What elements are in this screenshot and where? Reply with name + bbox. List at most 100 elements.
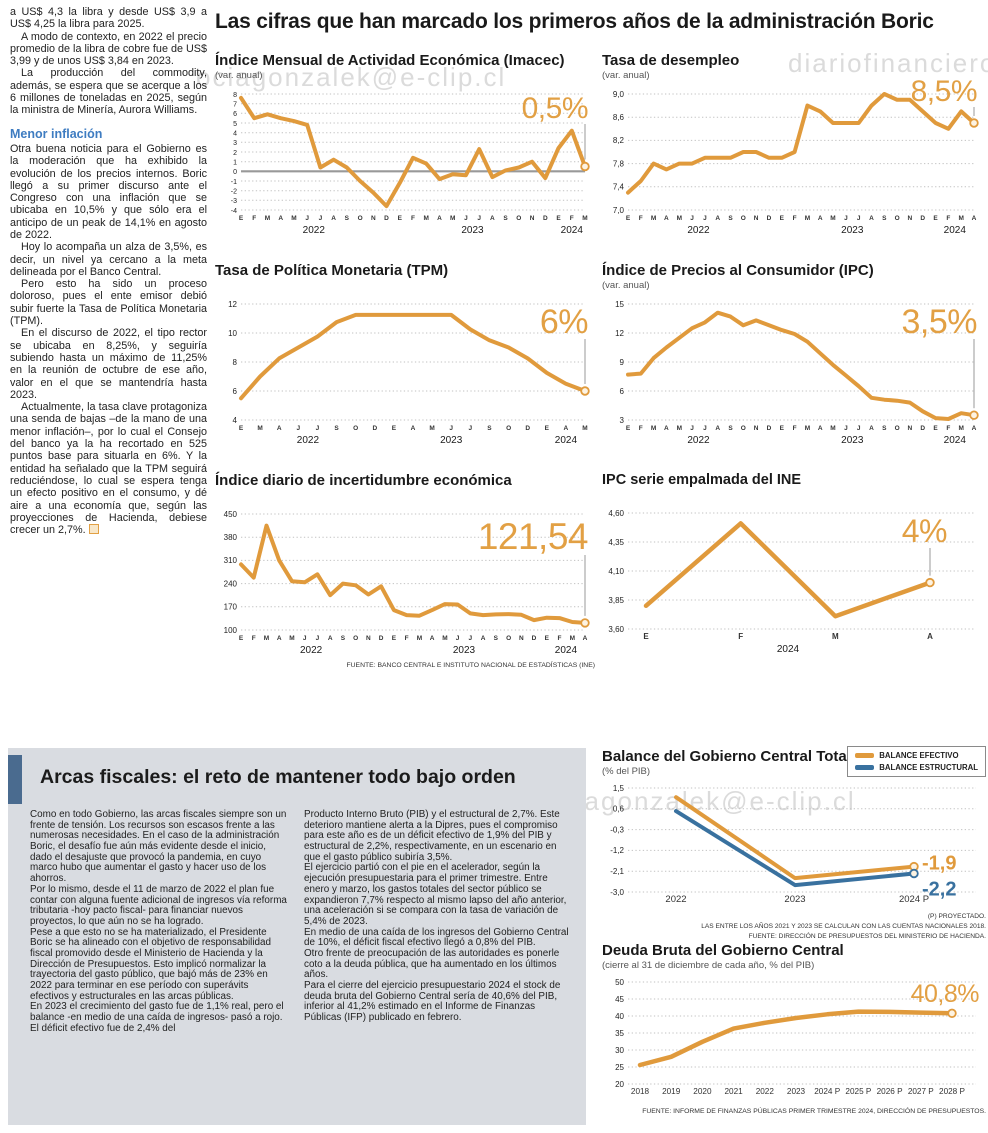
svg-text:E: E <box>933 215 938 222</box>
svg-text:O: O <box>741 215 746 222</box>
svg-text:F: F <box>252 635 256 642</box>
svg-text:O: O <box>516 215 521 222</box>
svg-text:A: A <box>715 425 720 432</box>
svg-text:-1,9: -1,9 <box>922 853 956 875</box>
svg-text:M: M <box>651 425 656 432</box>
svg-text:0,5%: 0,5% <box>522 92 588 125</box>
svg-text:0,6: 0,6 <box>613 805 625 814</box>
desempleo-plot: 9,0 8,6 8,2 7,8 7,4 7,0 E F M A M J J A S O N D E F M A M J J A S O… <box>602 75 984 238</box>
fiscal-paragraph: Pese a que esto no se ha materializado, … <box>30 926 272 1002</box>
svg-text:J: J <box>477 215 481 222</box>
article-paragraph: Hoy lo acompaña un alza de 3,5%, es deci… <box>10 241 207 278</box>
svg-text:A: A <box>818 215 823 222</box>
svg-text:S: S <box>882 425 887 432</box>
article-paragraph: La producción del commodity, además, se … <box>10 67 207 117</box>
svg-text:E: E <box>933 425 938 432</box>
svg-text:A: A <box>972 425 977 432</box>
svg-text:O: O <box>353 425 358 432</box>
svg-text:7,4: 7,4 <box>613 183 625 192</box>
svg-text:A: A <box>277 635 282 642</box>
svg-text:15: 15 <box>615 300 624 309</box>
svg-text:2024: 2024 <box>561 225 584 236</box>
chart-title: Balance del Gobierno Central Total <box>602 748 851 765</box>
svg-text:6: 6 <box>233 387 238 396</box>
svg-text:6: 6 <box>233 111 237 118</box>
svg-text:A: A <box>430 635 435 642</box>
svg-text:J: J <box>316 635 320 642</box>
svg-text:2018: 2018 <box>631 1087 650 1096</box>
svg-text:30: 30 <box>615 1046 624 1055</box>
svg-text:O: O <box>895 215 900 222</box>
fiscal-paragraph: En medio de una caída de los ingresos de… <box>304 926 569 949</box>
svg-text:E: E <box>643 632 649 641</box>
svg-text:O: O <box>353 635 358 642</box>
svg-text:8,6: 8,6 <box>613 113 625 122</box>
svg-text:O: O <box>358 215 363 222</box>
svg-text:M: M <box>677 215 682 222</box>
svg-text:M: M <box>582 215 587 222</box>
svg-text:3: 3 <box>620 416 625 425</box>
chart-title: Tasa de Política Monetaria (TPM) <box>215 262 449 279</box>
svg-text:7: 7 <box>233 102 237 109</box>
article-paragraph: A modo de contexto, en 2022 el precio pr… <box>10 30 207 68</box>
svg-text:M: M <box>450 215 455 222</box>
svg-text:-4: -4 <box>231 208 237 215</box>
svg-text:D: D <box>767 425 772 432</box>
svg-text:A: A <box>564 425 569 432</box>
svg-text:F: F <box>252 215 256 222</box>
svg-text:D: D <box>543 215 548 222</box>
svg-text:D: D <box>532 635 537 642</box>
svg-text:6: 6 <box>620 387 625 396</box>
svg-text:2019: 2019 <box>662 1087 681 1096</box>
svg-text:N: N <box>754 425 759 432</box>
svg-text:240: 240 <box>224 579 238 588</box>
svg-text:A: A <box>490 215 495 222</box>
svg-text:45: 45 <box>615 995 624 1004</box>
svg-text:A: A <box>328 635 333 642</box>
svg-text:M: M <box>832 632 839 641</box>
svg-text:J: J <box>703 425 707 432</box>
svg-text:M: M <box>257 425 262 432</box>
fiscal-accent-bar <box>8 755 22 804</box>
svg-text:A: A <box>583 635 588 642</box>
svg-text:380: 380 <box>224 533 238 542</box>
svg-text:M: M <box>264 635 269 642</box>
svg-text:J: J <box>703 215 707 222</box>
svg-text:2022: 2022 <box>303 225 326 236</box>
svg-text:2027 P: 2027 P <box>908 1087 934 1096</box>
svg-text:M: M <box>651 215 656 222</box>
svg-text:M: M <box>423 215 428 222</box>
svg-text:M: M <box>830 215 835 222</box>
svg-text:310: 310 <box>224 556 238 565</box>
estructural-line-swatch <box>855 765 875 770</box>
svg-text:M: M <box>805 215 810 222</box>
svg-text:M: M <box>442 635 447 642</box>
svg-text:J: J <box>857 425 861 432</box>
legend-label: BALANCE EFECTIVO <box>879 751 959 760</box>
svg-text:O: O <box>506 425 511 432</box>
svg-text:A: A <box>818 425 823 432</box>
svg-text:2026 P: 2026 P <box>877 1087 903 1096</box>
svg-text:E: E <box>545 635 550 642</box>
chart-note: (P) PROYECTADO. <box>927 913 986 920</box>
svg-text:2024: 2024 <box>944 225 967 236</box>
svg-text:2022: 2022 <box>756 1087 775 1096</box>
svg-text:J: J <box>468 425 472 432</box>
chart-title: IPC serie empalmada del INE <box>602 472 802 488</box>
svg-text:2022: 2022 <box>300 645 323 656</box>
svg-text:A: A <box>927 632 933 641</box>
svg-text:J: J <box>296 425 300 432</box>
svg-text:N: N <box>530 215 535 222</box>
efectivo-line-swatch <box>855 753 875 758</box>
svg-text:M: M <box>958 425 963 432</box>
svg-text:40,8%: 40,8% <box>911 980 980 1008</box>
svg-text:D: D <box>920 425 925 432</box>
svg-text:-2: -2 <box>231 189 237 196</box>
chart-incertidumbre: Índice diario de incertidumbre económica… <box>215 472 595 669</box>
deuda-plot: 50 45 40 35 30 25 20 2018 2019 2020 2021 2022 2023 20… <box>602 976 986 1104</box>
svg-text:F: F <box>570 215 574 222</box>
svg-text:2024 P: 2024 P <box>899 894 929 905</box>
svg-text:2023: 2023 <box>784 894 805 905</box>
svg-text:100: 100 <box>224 626 238 635</box>
